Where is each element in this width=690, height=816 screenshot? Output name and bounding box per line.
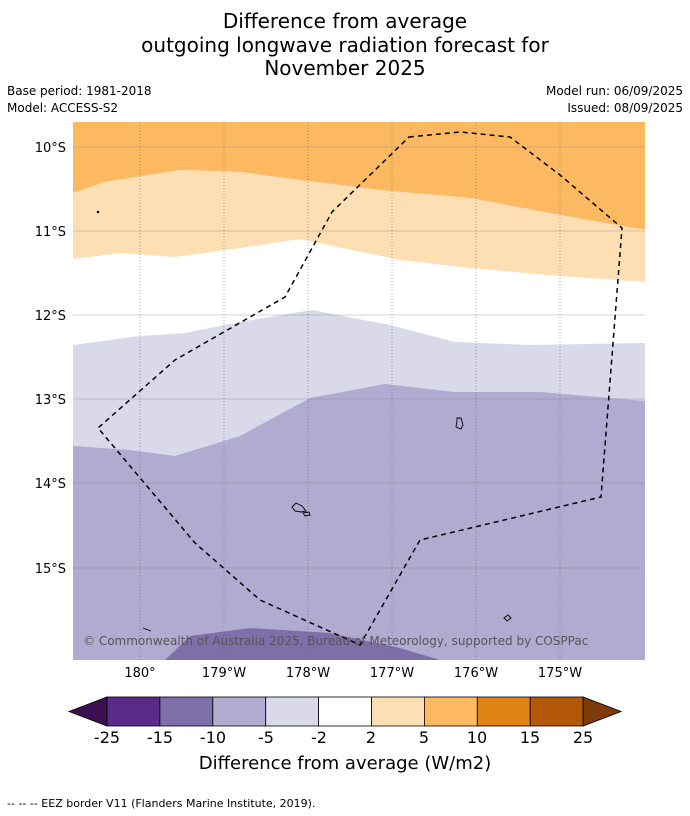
colorbar-segment [106,696,161,727]
colorbar-title: Difference from average (W/m2) [198,753,492,774]
eez-legend: -- -- -- EEZ border V11 (Flanders Marine… [7,797,316,810]
field-plus-5-10 [73,122,645,230]
field-minus-10-15 [165,628,440,660]
longitude-labels: 180° 179°W 178°W 177°W 176°W 175°W [124,666,582,681]
colorbar-segment [212,696,267,727]
colorbar-segment [476,696,531,727]
colorbar-label: -25 [93,728,121,747]
colorbar-label: 10 [466,728,488,747]
anomaly-fields [73,122,645,660]
lat-label: 10°S [35,141,66,156]
colorbar-extend-high [582,696,623,727]
title-line-3: November 2025 [264,56,426,80]
base-period: Base period: 1981-2018 [7,84,152,98]
colorbar-segment [159,696,214,727]
title-line-1: Difference from average [222,9,468,33]
colorbar-label: -2 [311,728,327,747]
lon-label: 176°W [454,666,498,681]
colorbar-segment [371,696,425,727]
lon-label: 179°W [202,666,246,681]
island-niuafo-fragment [142,627,152,632]
latitude-labels: 10°S 11°S 12°S 13°S 14°S 15°S [35,141,66,577]
lon-label: 180° [124,666,155,681]
lon-label: 178°W [286,666,330,681]
lat-label: 12°S [35,309,66,324]
colorbar-label: -5 [258,728,274,747]
copyright-text: © Commonwealth of Australia 2025, Bureau… [83,634,588,648]
colorbar-label: -10 [199,728,227,747]
island-small-south [503,614,512,622]
island-wallis [455,417,464,430]
colorbar-segment [318,696,372,727]
model-run: Model run: 06/09/2025 [545,84,683,98]
eez-border [96,131,623,646]
title-line-2: outgoing longwave radiation forecast for [141,33,549,57]
island-futuna [291,502,307,513]
issued-date: Issued: 08/09/2025 [567,101,683,115]
colorbar-label: 25 [572,728,594,747]
colorbar-extend-low [67,696,108,727]
field-minus-5-10 [73,384,645,660]
island-outlines [96,210,512,632]
colorbar-label: -15 [146,728,174,747]
lon-label: 175°W [538,666,582,681]
colorbar-segment [529,696,584,727]
colorbar-segment [265,696,320,727]
island-dot [96,210,100,214]
colorbar-label: 5 [418,728,430,747]
latitude-gridlines [73,146,645,569]
model-name: Model: ACCESS-S2 [7,101,119,115]
lon-label: 177°W [370,666,414,681]
colorbar [67,696,623,727]
field-plus-2-5 [73,170,645,282]
lat-label: 15°S [35,562,66,577]
colorbar-label: 2 [365,728,377,747]
island-alofi [302,511,311,517]
colorbar-segment [423,696,478,727]
lat-label: 14°S [35,477,66,492]
lat-label: 11°S [35,225,66,240]
lat-label: 13°S [35,393,66,408]
colorbar-label: 15 [519,728,541,747]
